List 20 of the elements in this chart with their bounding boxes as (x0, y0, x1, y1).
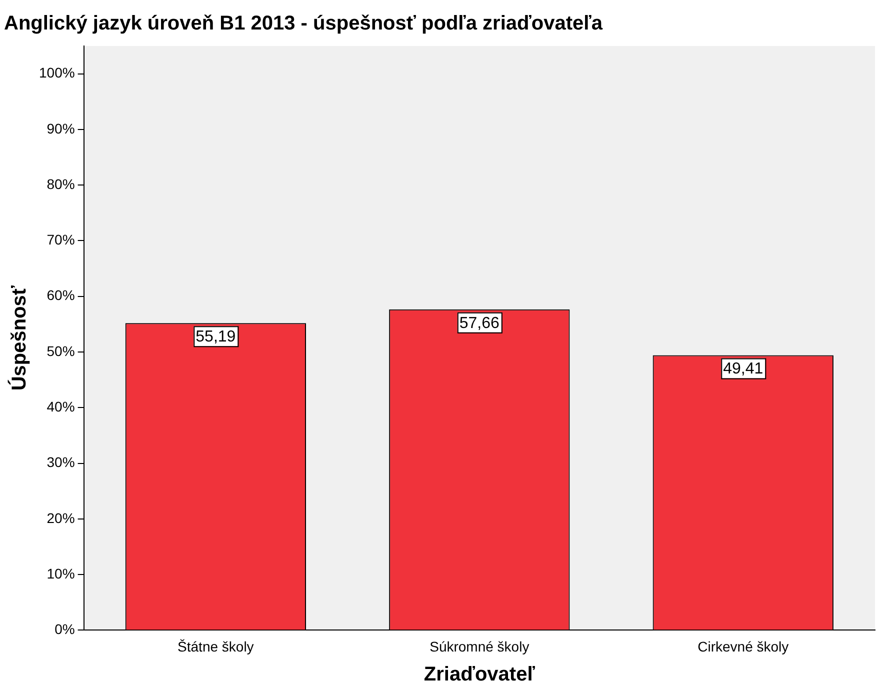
y-tick-label: 40% (46, 398, 75, 415)
data-label: 55,19 (196, 328, 236, 346)
data-label: 57,66 (459, 314, 500, 332)
y-axis-title: Úspešnosť (8, 285, 31, 391)
y-tick-label: 70% (46, 232, 75, 248)
x-tick-label: Súkromné školy (430, 638, 530, 654)
y-tick-label: 30% (46, 454, 75, 470)
x-tick-label: Cirkevné školy (698, 638, 789, 654)
x-axis-title: Zriaďovateľ (424, 664, 536, 686)
y-tick-label: 100% (38, 64, 75, 81)
chart-title: Anglický jazyk úroveň B1 2013 - úspešnosť podľa zriaďovateľa (4, 12, 604, 35)
data-label: 49,41 (723, 360, 764, 378)
y-tick-label: 50% (46, 342, 75, 359)
y-tick-label: 0% (54, 621, 75, 638)
y-tick-label: 80% (46, 176, 75, 192)
y-tick-label: 90% (46, 120, 75, 136)
y-tick-label: 20% (46, 510, 75, 526)
x-tick-label: Štátne školy (178, 638, 254, 654)
y-tick-label: 60% (46, 287, 75, 304)
y-tick-label: 10% (46, 565, 75, 582)
